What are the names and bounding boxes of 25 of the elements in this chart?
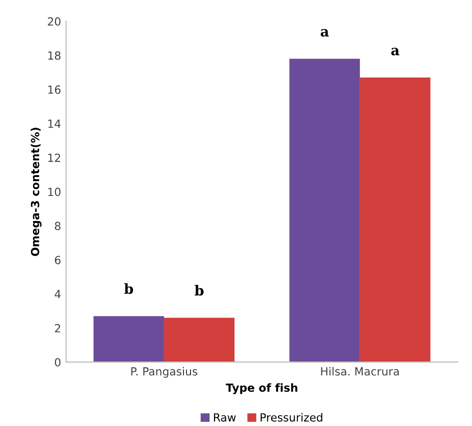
annotation: a: [320, 29, 329, 37]
legend-label: Raw: [214, 413, 236, 422]
y-tick-label: 0: [54, 358, 60, 366]
annotation: b: [194, 284, 204, 296]
y-tick-label: 4: [54, 290, 61, 298]
y-tick-label: 2: [54, 324, 60, 332]
y-tick-label: 12: [48, 154, 60, 162]
y-tick-label: 10: [48, 188, 60, 196]
annotation: b: [124, 283, 134, 294]
y-tick-label: 18: [48, 51, 60, 60]
y-tick-label: 14: [48, 120, 61, 128]
bar: [360, 78, 430, 362]
bar: [289, 58, 360, 362]
x-tick-label: P. Pangasius: [131, 366, 198, 378]
y-tick-label: 16: [48, 85, 61, 94]
x-tick-label: Hilsa. Macrura: [321, 366, 399, 376]
y-tick-label: 6: [54, 256, 61, 264]
bar: [164, 318, 235, 362]
annotation: a: [391, 48, 400, 56]
legend-label: Pressurized: [260, 412, 322, 422]
y-axis-title: Omega-3 content(%): [30, 128, 42, 256]
y-tick-label: 20: [48, 17, 60, 26]
bar: [94, 316, 164, 362]
x-axis-title: Type of fish: [226, 383, 298, 394]
y-tick-label: 8: [54, 222, 60, 230]
